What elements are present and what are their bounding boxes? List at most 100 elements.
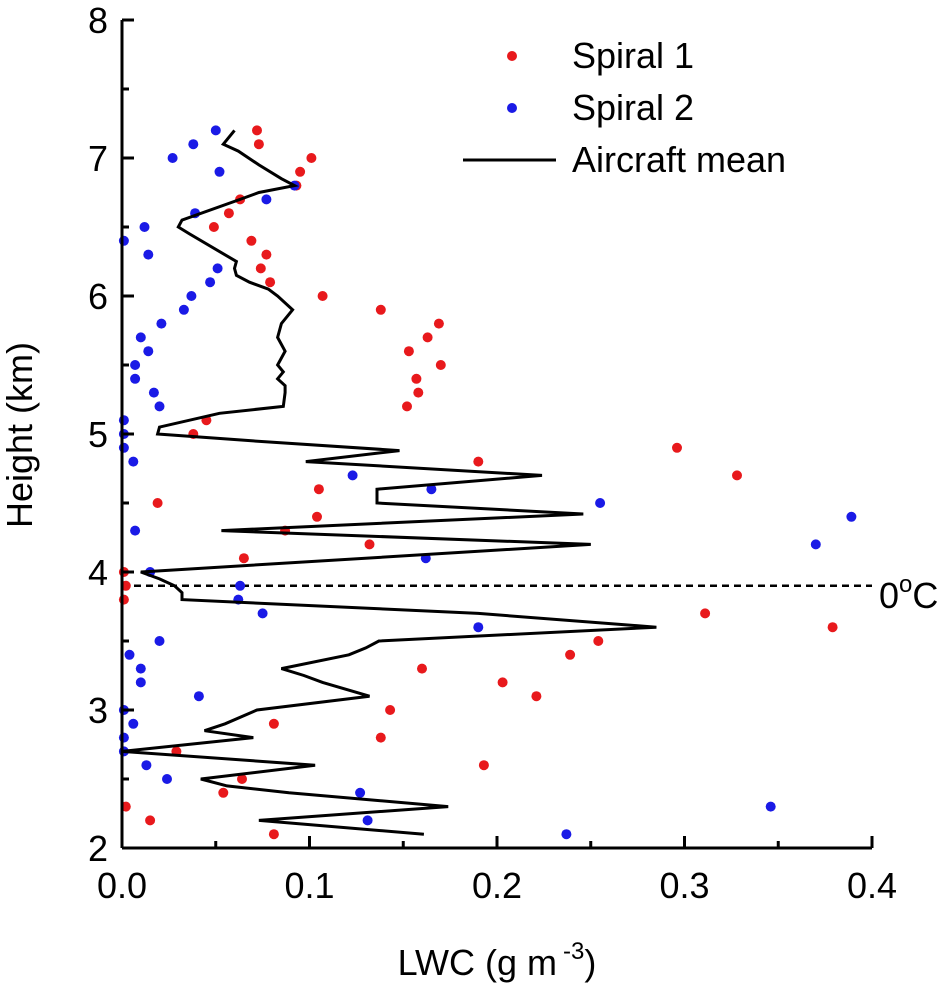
point-series-1-12: [317, 291, 328, 301]
point-series-1-23: [672, 442, 682, 453]
point-series-2-27: [595, 498, 606, 508]
point-series-2-44: [118, 732, 129, 743]
point-series-1-15: [422, 332, 433, 343]
point-series-2-0: [210, 125, 221, 136]
y-tick-label-7: 7: [88, 138, 108, 179]
point-series-1-40: [497, 677, 508, 688]
point-series-2-30: [810, 539, 821, 550]
x-axis-title-close: ): [584, 942, 596, 983]
point-series-1-27: [152, 498, 163, 508]
point-series-1-6: [223, 208, 234, 219]
point-series-1-20: [402, 401, 412, 412]
point-series-2-49: [765, 801, 776, 812]
point-series-1-10: [255, 263, 266, 274]
point-series-1-48: [218, 787, 229, 798]
point-series-2-16: [143, 346, 154, 357]
x-axis-title-main: LWC (g m: [398, 942, 557, 983]
point-series-2-28: [846, 511, 857, 522]
x-tick-label-0: 0.0: [97, 865, 147, 906]
y-tick-label-3: 3: [88, 690, 108, 731]
point-series-2-13: [178, 304, 189, 315]
point-series-1-25: [732, 470, 742, 481]
point-series-1-43: [268, 718, 279, 729]
x-tick-label-1: 0.1: [284, 865, 334, 906]
point-series-2-41: [193, 691, 204, 702]
freezing-level-label: 0oC: [879, 571, 938, 616]
point-series-1-14: [433, 318, 444, 329]
freezing-level-label-unit: C: [912, 575, 938, 616]
point-series-2-25: [347, 470, 358, 481]
point-series-1-51: [268, 829, 279, 840]
plot-area: [118, 125, 872, 840]
point-series-2-5: [261, 194, 272, 205]
point-series-1-9: [261, 249, 272, 260]
point-series-2-2: [167, 153, 178, 163]
point-series-1-3: [295, 166, 306, 177]
point-series-2-29: [130, 525, 141, 536]
point-series-2-11: [205, 277, 216, 288]
point-series-2-21: [118, 415, 129, 426]
point-series-2-51: [561, 829, 572, 840]
y-axis-title: Height (km): [0, 342, 40, 528]
point-series-1-17: [435, 360, 446, 370]
y-tick-label-5: 5: [88, 414, 108, 455]
legend-marker-series-1: [507, 51, 517, 61]
point-series-2-17: [130, 360, 141, 370]
point-series-2-15: [135, 332, 146, 343]
series-line-aircraft-mean: [121, 129, 657, 836]
point-series-2-48: [355, 787, 366, 798]
point-series-1-18: [411, 373, 422, 384]
point-series-1-39: [417, 663, 427, 674]
point-series-1-16: [403, 346, 414, 357]
point-series-1-44: [375, 732, 386, 743]
x-tick-label-4: 0.4: [847, 865, 897, 906]
point-series-1-42: [385, 705, 396, 715]
point-series-1-1: [253, 139, 264, 150]
point-series-2-23: [118, 442, 129, 453]
point-series-2-24: [128, 456, 139, 467]
point-series-2-14: [156, 318, 167, 329]
point-series-2-26: [426, 484, 437, 495]
y-tick-label-4: 4: [88, 552, 108, 593]
point-series-1-34: [118, 594, 129, 605]
point-series-1-28: [312, 511, 322, 522]
legend: Spiral 1 Spiral 2 Aircraft mean: [463, 35, 786, 180]
y-tick-label-6: 6: [88, 276, 108, 317]
point-series-2-36: [473, 622, 484, 633]
point-series-1-24: [473, 456, 484, 467]
legend-label-series-3: Aircraft mean: [572, 139, 786, 180]
point-series-2-40: [135, 677, 146, 688]
point-series-1-7: [208, 222, 219, 232]
point-series-2-19: [148, 387, 159, 398]
point-series-1-30: [364, 539, 375, 550]
x-tick-label-3: 0.3: [659, 865, 709, 906]
point-series-1-2: [306, 153, 317, 163]
point-series-1-19: [413, 387, 424, 398]
point-series-2-8: [118, 235, 129, 246]
axes: 2 3 4 5 6 7 8 0.0 0.1 0.2 0.3 0.4: [88, 0, 897, 906]
point-series-1-35: [700, 608, 711, 619]
point-series-2-1: [188, 139, 199, 150]
series-1-points: [118, 125, 838, 840]
point-series-2-33: [235, 580, 246, 591]
point-series-2-10: [212, 263, 223, 274]
point-series-2-47: [162, 774, 172, 784]
point-series-2-18: [130, 373, 141, 384]
point-series-2-38: [124, 649, 135, 660]
x-axis-title-unit-exponent: -3: [563, 938, 584, 965]
legend-label-series-2: Spiral 2: [572, 87, 694, 128]
point-series-2-50: [362, 815, 373, 826]
x-tick-label-2: 0.2: [472, 865, 522, 906]
point-series-1-46: [478, 760, 489, 771]
point-series-1-41: [531, 691, 542, 702]
series-2-points: [118, 125, 857, 840]
point-series-1-8: [246, 235, 257, 246]
point-series-2-9: [143, 249, 154, 260]
freezing-level-label-value: 0: [879, 575, 899, 616]
point-series-2-43: [128, 718, 139, 729]
point-series-2-46: [141, 760, 152, 771]
point-series-1-36: [827, 622, 838, 633]
point-series-2-39: [135, 663, 146, 674]
point-series-1-13: [375, 304, 386, 315]
